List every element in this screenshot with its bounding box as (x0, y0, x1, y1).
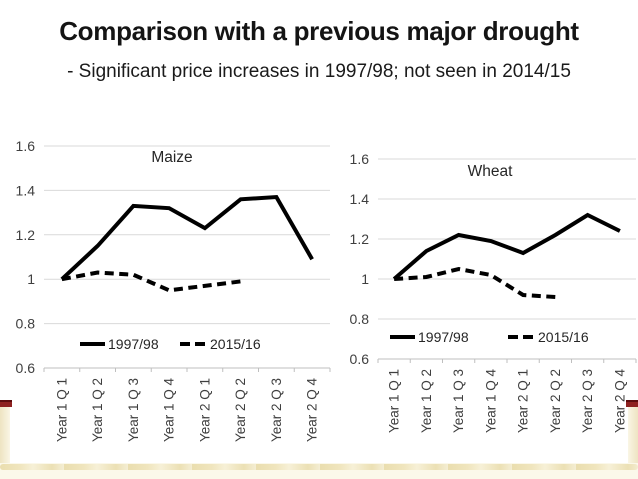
y-tick-label: 1.2 (16, 227, 36, 243)
border-strip-left (0, 407, 10, 463)
accent-bar-left (0, 400, 12, 407)
slide-title: Comparison with a previous major drought (59, 16, 579, 46)
x-tick-label: Year 1 Q 3 (451, 369, 466, 433)
x-tick-label: Year 2 Q 3 (269, 378, 284, 442)
y-tick-label: 0.8 (16, 316, 36, 332)
x-tick-label: Year 2 Q 3 (580, 369, 595, 433)
y-tick-label: 1.6 (350, 151, 370, 167)
x-tick-label: Year 2 Q 4 (305, 378, 320, 443)
x-tick-label: Year 1 Q 3 (126, 378, 141, 442)
border-strip-right (628, 407, 638, 463)
series-line-1997-98 (392, 212, 621, 281)
y-tick-label: 0.6 (350, 351, 370, 367)
x-tick-label: Year 1 Q 4 (162, 378, 177, 443)
wheat-chart: 0.6 0.8 1 1.2 1.4 1.6 Year 1 Q 1 Year 1 Q 2 Year… (350, 151, 637, 434)
y-tick-label: 1 (361, 271, 369, 287)
bottom-border-ornament (0, 464, 638, 470)
y-tick-label: 1.2 (350, 231, 370, 247)
x-tick-label: Year 1 Q 2 (90, 378, 105, 442)
y-tick-label: 0.6 (16, 360, 36, 376)
x-tick-label: Year 2 Q 1 (516, 369, 531, 433)
slide-subtitle: - Significant price increases in 1997/98… (67, 61, 571, 82)
series-line-2015-16 (61, 270, 241, 293)
y-tick-label: 0.8 (350, 311, 370, 327)
legend-label: 1997/98 (418, 329, 469, 345)
y-tick-label: 1.4 (350, 191, 370, 207)
maize-chart: 0.6 0.8 1 1.2 1.4 1.6 Year 1 Q 1 Year 1 Q 2 Year… (16, 138, 331, 443)
x-tick-label: Year 1 Q 1 (387, 369, 402, 433)
x-tick-label: Year 2 Q 2 (233, 378, 248, 442)
y-tick-label: 1 (27, 271, 35, 287)
x-tick-label: Year 1 Q 4 (483, 369, 498, 434)
series-line-2015-16 (394, 266, 556, 299)
accent-bar-right (626, 400, 638, 407)
y-tick-label: 1.6 (16, 138, 36, 154)
chart-title: Wheat (468, 163, 513, 180)
series-line-1997-98 (60, 194, 314, 281)
x-tick-label: Year 2 Q 2 (548, 369, 563, 433)
legend-label: 1997/98 (108, 336, 159, 352)
x-tick-label: Year 1 Q 1 (54, 378, 69, 442)
y-tick-label: 1.4 (16, 182, 36, 198)
chart-title: Maize (151, 149, 192, 166)
x-tick-label: Year 2 Q 4 (612, 369, 627, 434)
x-tick-label: Year 2 Q 1 (197, 378, 212, 442)
bottom-border-band (0, 463, 638, 479)
legend-label: 2015/16 (210, 336, 261, 352)
x-tick-label: Year 1 Q 2 (419, 369, 434, 433)
legend-label: 2015/16 (538, 329, 589, 345)
